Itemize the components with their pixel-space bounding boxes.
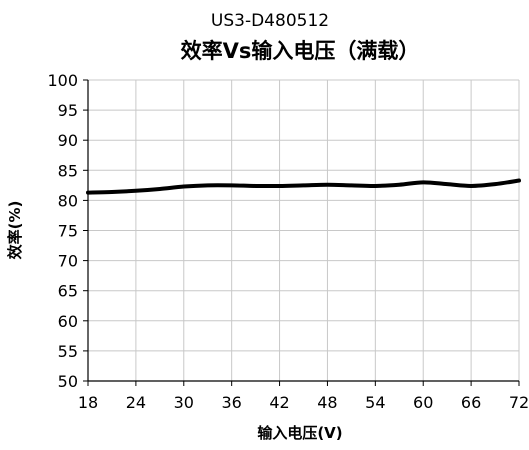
y-tick-label: 75 [58,222,78,241]
y-tick-label: 50 [58,372,78,391]
x-tick-label: 24 [126,393,146,412]
y-tick-label: 60 [58,312,78,331]
y-tick-label: 70 [58,252,78,271]
x-tick-label: 18 [78,393,98,412]
y-tick-label: 95 [58,101,78,120]
chart-subtitle: US3-D480512 [211,11,329,31]
grid-lines [88,79,520,381]
y-tick-label: 85 [58,161,78,180]
x-tick-label: 54 [365,393,385,412]
x-tick-labels: 18 24 30 36 42 48 54 60 66 72 [78,393,529,412]
y-tick-labels: 50 55 60 65 70 75 80 85 90 95 100 [47,71,78,391]
x-tick-label: 30 [174,393,194,412]
x-tick-label: 42 [269,393,289,412]
x-axis-label: 输入电压(V) [257,424,342,442]
y-axis-label: 效率(%) [6,201,24,260]
y-tick-label: 80 [58,191,78,210]
series-layer [86,178,521,195]
x-tick-label: 60 [413,393,433,412]
y-tick-label: 65 [58,282,78,301]
y-tick-label: 100 [47,71,78,90]
efficiency-line [86,178,521,195]
axes [83,79,520,386]
y-tick-label: 55 [58,342,78,361]
x-tick-label: 36 [221,393,241,412]
chart-title: 效率Vs输入电压（满载） [181,39,420,63]
x-tick-label: 72 [509,393,529,412]
x-tick-label: 48 [317,393,337,412]
y-tick-label: 90 [58,131,78,150]
x-tick-label: 66 [461,393,481,412]
